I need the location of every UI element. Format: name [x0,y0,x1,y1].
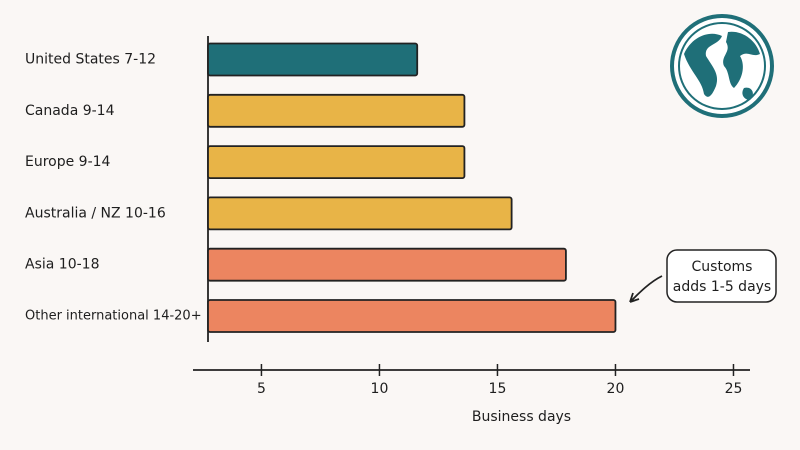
category-label: Europe 9-14 [25,154,111,170]
callout-text: adds 1-5 days [673,279,771,295]
callout-text: Customs [692,259,753,275]
bar [207,42,419,77]
x-tick-label: 25 [725,381,743,397]
bar [207,247,567,282]
globe-icon [670,14,774,118]
bar [207,93,466,128]
category-label: Asia 10-18 [25,257,99,273]
bar [207,145,466,180]
x-tick-label: 5 [257,381,266,397]
category-label: United States 7-12 [25,52,156,68]
x-tick-label: 10 [371,381,389,397]
category-label: Other international 14-20+ [25,309,202,324]
bar [207,196,513,231]
x-axis-label: Business days [472,409,571,425]
bar [207,299,617,333]
category-label: Australia / NZ 10-16 [25,205,166,221]
x-tick-label: 20 [607,381,625,397]
category-label: Canada 9-14 [25,103,115,119]
x-tick-label: 15 [489,381,507,397]
callout [629,249,777,303]
